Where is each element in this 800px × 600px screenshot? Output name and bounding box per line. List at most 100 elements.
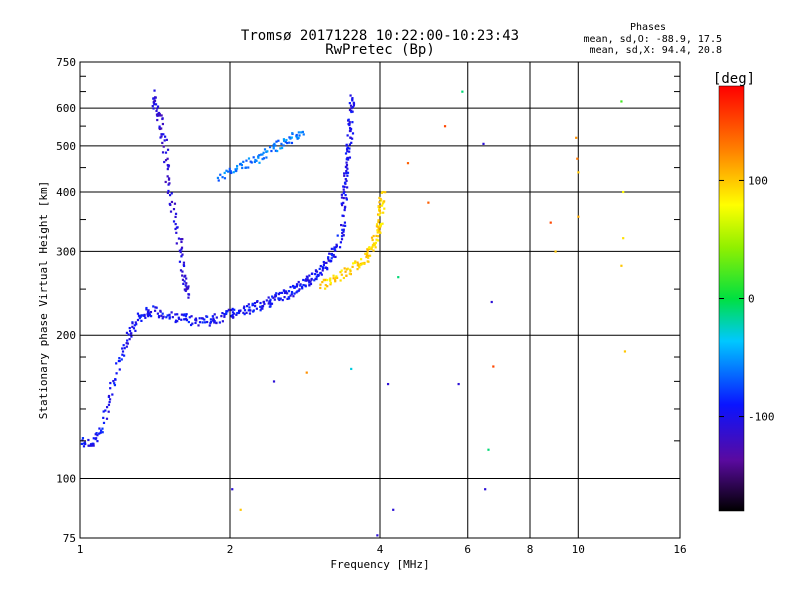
data-point — [174, 320, 177, 324]
y-tick-label: 75 — [63, 532, 76, 545]
data-point — [161, 141, 164, 145]
data-point — [322, 278, 325, 281]
data-point — [327, 256, 330, 259]
data-point — [310, 278, 313, 281]
y-tick-label: 600 — [56, 102, 76, 115]
data-point — [148, 312, 151, 315]
data-point — [292, 295, 295, 298]
data-point — [128, 338, 131, 341]
data-point — [253, 302, 257, 305]
data-point — [191, 322, 194, 325]
chart-subtitle: RwPretec (Bp) — [325, 42, 435, 58]
data-point — [273, 142, 276, 145]
data-point — [80, 442, 83, 446]
data-point — [334, 249, 337, 252]
data-point — [171, 316, 174, 319]
data-point — [95, 432, 98, 435]
data-point — [185, 319, 189, 322]
data-point — [374, 241, 378, 244]
data-point — [247, 303, 250, 306]
data-point — [267, 296, 270, 299]
data-point — [242, 311, 245, 314]
data-point — [213, 313, 216, 316]
data-point — [248, 306, 251, 309]
data-point — [141, 314, 144, 317]
data-point — [262, 151, 265, 154]
data-point — [182, 264, 186, 268]
data-point — [118, 359, 121, 363]
data-point — [330, 252, 333, 256]
data-point — [348, 102, 351, 105]
data-point — [232, 315, 235, 319]
data-point — [378, 201, 381, 204]
x-tick-label: 16 — [673, 543, 686, 556]
data-point — [254, 304, 257, 308]
data-point — [184, 289, 187, 292]
x-axis-label: Frequency [MHz] — [330, 558, 429, 571]
data-point — [336, 234, 339, 237]
data-point — [184, 314, 187, 318]
data-point — [318, 267, 321, 270]
data-point — [179, 269, 183, 272]
data-point — [118, 368, 121, 371]
data-point — [230, 171, 233, 175]
data-point — [242, 160, 245, 163]
data-point — [252, 309, 255, 312]
data-point — [215, 321, 218, 325]
data-point — [259, 301, 262, 305]
data-point — [289, 285, 292, 289]
data-point — [332, 255, 335, 258]
data-point — [128, 329, 132, 333]
data-point — [233, 308, 236, 311]
data-point — [351, 99, 354, 102]
data-point — [195, 319, 198, 322]
data-point — [101, 427, 104, 430]
data-point — [208, 324, 211, 327]
data-point — [245, 159, 248, 162]
data-point — [348, 108, 352, 112]
data-point — [125, 331, 129, 334]
data-point — [343, 221, 347, 224]
data-point — [334, 255, 337, 259]
data-point — [108, 398, 112, 401]
data-point — [132, 327, 136, 330]
data-point — [162, 133, 165, 136]
data-point — [349, 270, 352, 273]
data-point — [100, 429, 103, 432]
data-point — [294, 285, 297, 288]
data-point — [165, 316, 168, 319]
data-point — [356, 264, 359, 267]
data-point — [134, 329, 137, 332]
data-point — [360, 258, 363, 261]
data-point — [349, 129, 352, 132]
colorbar-ticks: 100 0 -100 — [719, 174, 775, 424]
data-point — [327, 259, 330, 262]
data-point — [324, 278, 327, 281]
data-point — [490, 300, 493, 304]
data-point — [315, 275, 318, 278]
data-point — [181, 237, 184, 241]
data-point — [340, 202, 343, 205]
data-point — [213, 321, 216, 324]
data-point — [375, 225, 379, 228]
data-point — [577, 171, 580, 174]
data-point — [302, 278, 305, 282]
data-point — [345, 198, 348, 201]
data-point — [226, 310, 229, 313]
data-point — [370, 236, 374, 239]
data-point — [427, 201, 430, 204]
data-point — [221, 312, 224, 315]
data-point — [169, 203, 172, 207]
data-point — [152, 305, 155, 308]
data-point — [350, 107, 353, 110]
data-point — [376, 213, 380, 216]
data-point — [198, 317, 201, 320]
data-point — [268, 146, 272, 149]
data-point — [383, 207, 386, 210]
data-point — [108, 400, 111, 404]
data-point — [268, 305, 271, 308]
data-point — [127, 333, 130, 336]
data-point — [125, 342, 128, 345]
data-point — [91, 442, 94, 445]
data-point — [163, 160, 166, 164]
